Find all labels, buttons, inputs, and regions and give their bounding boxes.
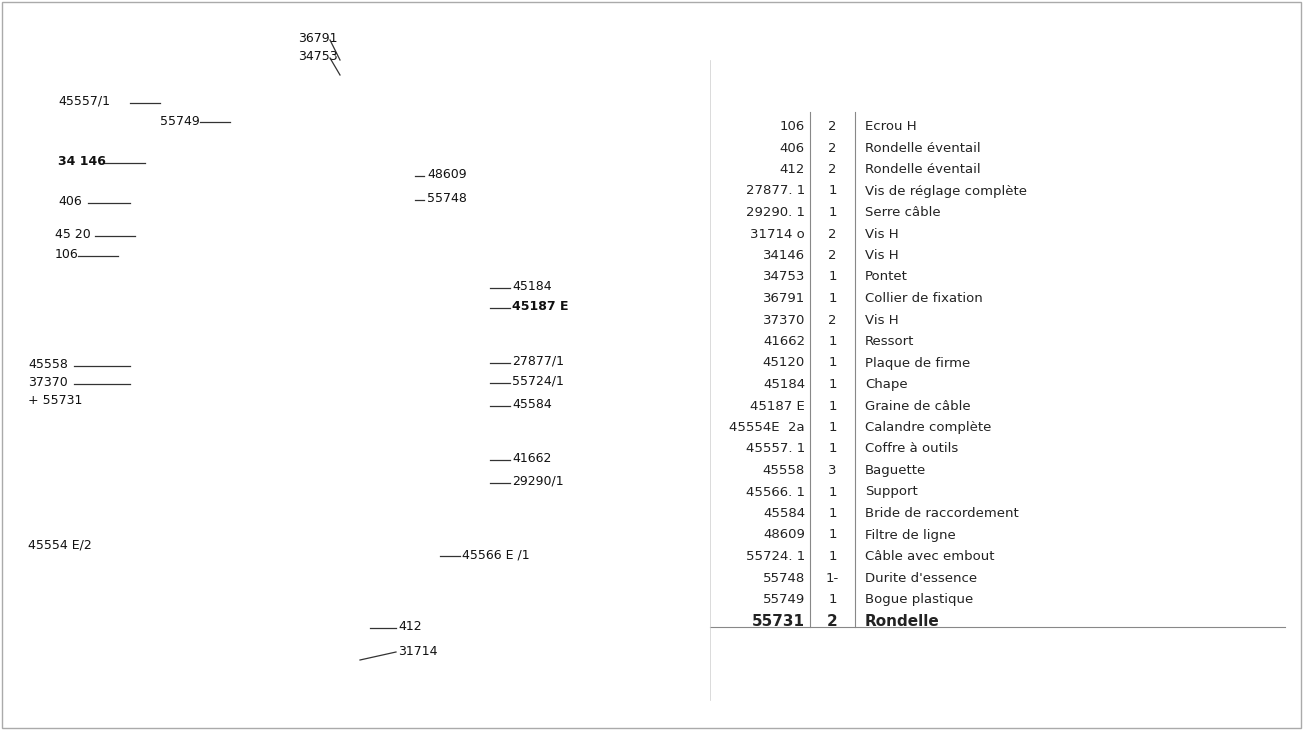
Text: 1: 1	[829, 507, 837, 520]
Text: 55731: 55731	[752, 615, 805, 629]
Text: 1-: 1-	[826, 572, 839, 585]
Text: 2: 2	[827, 615, 838, 629]
Text: 41662: 41662	[512, 452, 551, 465]
Text: 48609: 48609	[427, 168, 466, 181]
Text: Pontet: Pontet	[865, 271, 908, 283]
Text: Ecrou H: Ecrou H	[865, 120, 916, 133]
Text: 45557. 1: 45557. 1	[745, 442, 805, 456]
Text: 1: 1	[829, 378, 837, 391]
Text: 1: 1	[829, 421, 837, 434]
Text: 45184: 45184	[762, 378, 805, 391]
Text: Calandre complète: Calandre complète	[865, 421, 992, 434]
Text: Baguette: Baguette	[865, 464, 926, 477]
Text: 37370: 37370	[762, 313, 805, 326]
Text: Bogue plastique: Bogue plastique	[865, 593, 973, 606]
Text: 1: 1	[829, 529, 837, 542]
Text: 2: 2	[829, 163, 837, 176]
Text: Chape: Chape	[865, 378, 908, 391]
Text: 406: 406	[59, 195, 82, 208]
Text: 1: 1	[829, 271, 837, 283]
Text: 45557/1: 45557/1	[59, 95, 109, 108]
Text: 27877/1: 27877/1	[512, 355, 564, 368]
Text: 45584: 45584	[512, 398, 551, 411]
Text: 412: 412	[779, 163, 805, 176]
Text: 1: 1	[829, 550, 837, 563]
Text: 1: 1	[829, 485, 837, 499]
Text: 31714: 31714	[397, 645, 438, 658]
Text: 36791: 36791	[298, 32, 337, 45]
Text: 1: 1	[829, 335, 837, 348]
Text: 1: 1	[829, 206, 837, 219]
Text: 45584: 45584	[762, 507, 805, 520]
Text: 45187 E: 45187 E	[512, 300, 568, 313]
Text: 27877. 1: 27877. 1	[745, 185, 805, 198]
Text: Bride de raccordement: Bride de raccordement	[865, 507, 1019, 520]
Text: 3: 3	[829, 464, 837, 477]
Text: 45566. 1: 45566. 1	[747, 485, 805, 499]
Text: Vis H: Vis H	[865, 249, 899, 262]
Text: 55724. 1: 55724. 1	[745, 550, 805, 563]
Text: 406: 406	[780, 142, 805, 155]
Text: Serre câble: Serre câble	[865, 206, 941, 219]
Text: 34753: 34753	[762, 271, 805, 283]
Text: Coffre à outils: Coffre à outils	[865, 442, 958, 456]
Text: 48609: 48609	[764, 529, 805, 542]
Text: 55748: 55748	[762, 572, 805, 585]
Text: 45554 E/2: 45554 E/2	[27, 538, 91, 551]
Text: 1: 1	[829, 292, 837, 305]
Text: Support: Support	[865, 485, 917, 499]
Text: 1: 1	[829, 356, 837, 369]
Text: 34146: 34146	[762, 249, 805, 262]
Text: Filtre de ligne: Filtre de ligne	[865, 529, 955, 542]
Text: Câble avec embout: Câble avec embout	[865, 550, 994, 563]
Text: 2: 2	[829, 228, 837, 240]
Text: 412: 412	[397, 620, 422, 633]
Text: 2: 2	[829, 249, 837, 262]
Text: 2: 2	[829, 120, 837, 133]
Text: 45566 E /1: 45566 E /1	[463, 548, 529, 561]
Text: 1: 1	[829, 593, 837, 606]
Text: 45 20: 45 20	[55, 228, 91, 241]
Text: 1: 1	[829, 442, 837, 456]
Text: Rondelle éventail: Rondelle éventail	[865, 163, 981, 176]
Text: 55749: 55749	[762, 593, 805, 606]
Text: 36791: 36791	[762, 292, 805, 305]
Text: Durite d'essence: Durite d'essence	[865, 572, 977, 585]
Text: 37370: 37370	[27, 376, 68, 389]
Text: 1: 1	[829, 185, 837, 198]
Text: 45184: 45184	[512, 280, 551, 293]
Text: 1: 1	[829, 399, 837, 412]
Text: 2: 2	[829, 142, 837, 155]
Text: Graine de câble: Graine de câble	[865, 399, 971, 412]
Text: 31714 o: 31714 o	[751, 228, 805, 240]
Text: 41662: 41662	[762, 335, 805, 348]
Text: Vis de réglage complète: Vis de réglage complète	[865, 185, 1027, 198]
Text: 45558: 45558	[762, 464, 805, 477]
Text: 34 146: 34 146	[59, 155, 106, 168]
Text: 34753: 34753	[298, 50, 337, 63]
Text: 45120: 45120	[762, 356, 805, 369]
Text: 55724/1: 55724/1	[512, 375, 564, 388]
Text: Vis H: Vis H	[865, 313, 899, 326]
Text: 45554E  2a: 45554E 2a	[730, 421, 805, 434]
Text: 55749: 55749	[160, 115, 199, 128]
Text: 29290. 1: 29290. 1	[747, 206, 805, 219]
Text: 45558: 45558	[27, 358, 68, 371]
Text: Collier de fixation: Collier de fixation	[865, 292, 982, 305]
Text: 106: 106	[779, 120, 805, 133]
Text: 106: 106	[55, 248, 78, 261]
Text: Plaque de firme: Plaque de firme	[865, 356, 971, 369]
Text: 55748: 55748	[427, 192, 466, 205]
Text: Ressort: Ressort	[865, 335, 915, 348]
Text: 2: 2	[829, 313, 837, 326]
Text: Vis H: Vis H	[865, 228, 899, 240]
Text: 45187 E: 45187 E	[751, 399, 805, 412]
Text: Rondelle éventail: Rondelle éventail	[865, 142, 981, 155]
Text: + 55731: + 55731	[27, 394, 82, 407]
Text: 29290/1: 29290/1	[512, 475, 564, 488]
Text: Rondelle: Rondelle	[865, 615, 939, 629]
